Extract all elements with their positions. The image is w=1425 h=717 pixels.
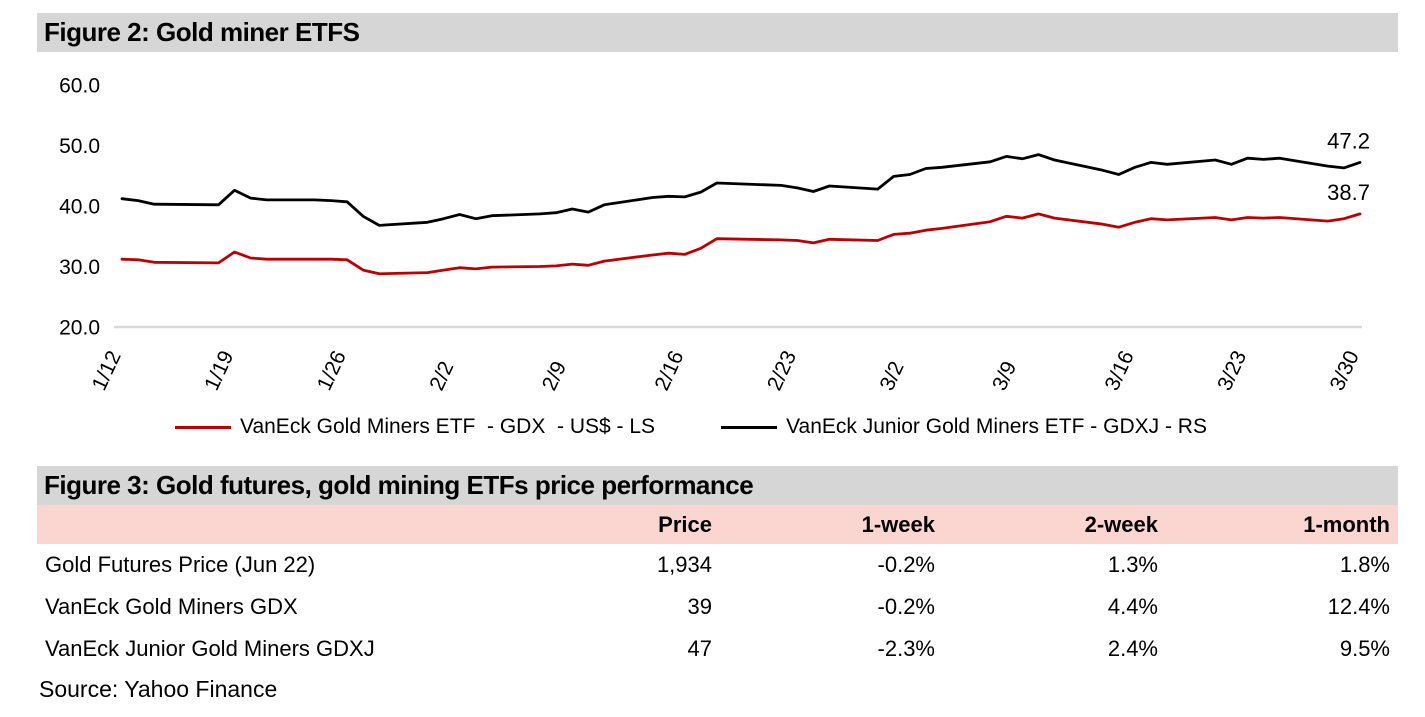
series-end-label-gdx: 38.7 <box>1327 180 1370 205</box>
cell-gold-futures-2week: 1.3% <box>935 544 1158 586</box>
x-axis-tick-label: 2/9 <box>538 358 571 394</box>
cell-gdx-price: 39 <box>489 586 712 628</box>
table-header-1month: 1-month <box>1158 505 1398 544</box>
x-axis-tick-label: 2/23 <box>763 347 801 394</box>
figure2-title-bar: Figure 2: Gold miner ETFS <box>37 13 1398 52</box>
legend-entry-gdx: VanEck Gold Miners ETF - GDX - US$ - LS <box>175 415 655 439</box>
x-axis-tick-label: 2/16 <box>650 347 688 394</box>
x-axis-tick-label: 3/2 <box>876 358 909 394</box>
x-axis-tick-label: 3/9 <box>988 358 1021 394</box>
legend-label-gdx: VanEck Gold Miners ETF - GDX - US$ - LS <box>240 415 656 438</box>
gold-miner-etf-line-chart: 60.0 50.0 40.0 30.0 20.0 1/12 1/19 1/26 2/2 2/9 2/… <box>59 75 1370 395</box>
cell-gdxj-1week: -2.3% <box>712 628 935 670</box>
source-note: Source: Yahoo Finance <box>39 676 278 702</box>
cell-gold-futures-1week: -0.2% <box>712 544 935 586</box>
cell-gdx-2week: 4.4% <box>935 586 1158 628</box>
gdxj-line-swatch <box>721 425 778 429</box>
x-axis-tick-label: 1/12 <box>88 347 126 394</box>
cell-gdx-1week: -0.2% <box>712 586 935 628</box>
cell-gdx-1month: 12.4% <box>1158 586 1398 628</box>
series-end-label-gdxj: 47.2 <box>1327 128 1370 153</box>
gdx-line-swatch <box>175 425 231 429</box>
series-line-gdx <box>120 212 1362 276</box>
table-header-price: Price <box>489 505 712 544</box>
y-axis-tick-label: 50.0 <box>59 135 100 158</box>
chart-legend: VanEck Gold Miners ETF - GDX - US$ - LS … <box>0 411 1425 443</box>
table-header-empty <box>37 505 489 544</box>
y-axis-tick-label: 20.0 <box>59 317 100 340</box>
x-axis-tick-label: 3/23 <box>1213 347 1251 394</box>
y-axis-tick-label: 60.0 <box>59 75 100 98</box>
table-header-1week: 1-week <box>712 505 935 544</box>
row-label-gold-futures: Gold Futures Price (Jun 22) <box>37 544 489 586</box>
cell-gdxj-1month: 9.5% <box>1158 628 1398 670</box>
y-axis-tick-label: 40.0 <box>59 196 100 219</box>
figure2-title: Figure 2: Gold miner ETFS <box>44 17 360 47</box>
legend-label-gdxj: VanEck Junior Gold Miners ETF - GDXJ - R… <box>786 415 1207 438</box>
series-line-gdxj <box>120 153 1362 227</box>
cell-gdxj-price: 47 <box>489 628 712 670</box>
x-axis-tick-label: 1/19 <box>200 347 238 394</box>
x-axis-tick-label: 1/26 <box>313 347 351 394</box>
y-axis-tick-label: 30.0 <box>59 256 100 279</box>
price-performance-table: Price 1-week 2-week 1-month Gold Futures… <box>37 505 1398 670</box>
x-axis-tick-label: 2/2 <box>425 358 458 394</box>
cell-gold-futures-price: 1,934 <box>489 544 712 586</box>
table-header-2week: 2-week <box>935 505 1158 544</box>
legend-entry-gdxj: VanEck Junior Gold Miners ETF - GDXJ - R… <box>721 415 1207 439</box>
x-axis-tick-label: 3/16 <box>1101 347 1139 394</box>
cell-gdxj-2week: 2.4% <box>935 628 1158 670</box>
x-axis-tick-label: 3/30 <box>1326 347 1364 394</box>
cell-gold-futures-1month: 1.8% <box>1158 544 1398 586</box>
figure3-title: Figure 3: Gold futures, gold mining ETFs… <box>44 470 754 500</box>
row-label-gdxj: VanEck Junior Gold Miners GDXJ <box>37 628 489 670</box>
row-label-gdx: VanEck Gold Miners GDX <box>37 586 489 628</box>
figure3-title-bar: Figure 3: Gold futures, gold mining ETFs… <box>37 466 1398 505</box>
